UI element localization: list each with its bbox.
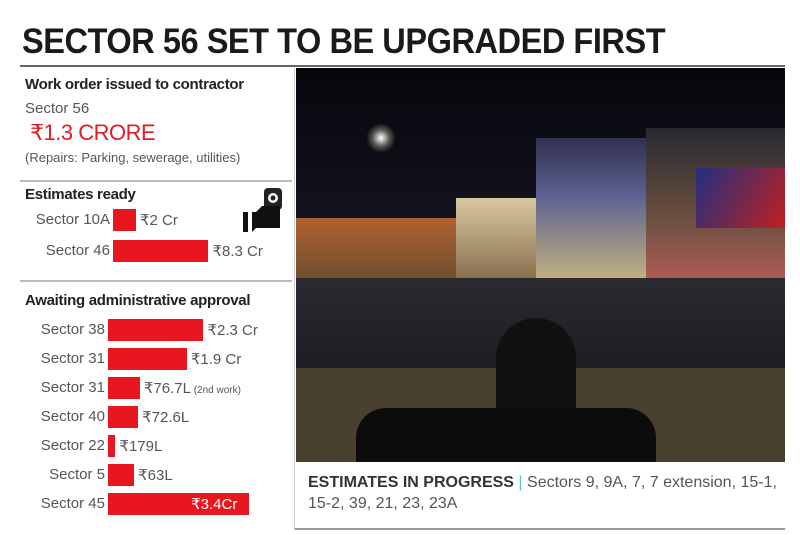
bottom-rule [295, 528, 785, 530]
divider [20, 180, 292, 182]
estimates-ready-heading: Estimates ready [25, 186, 136, 203]
bar-label: Sector 10A [35, 211, 110, 228]
bar-label: Sector 45 [40, 495, 105, 512]
bar-note: (2nd work) [190, 385, 241, 396]
footer-text: Sectors 9, 9A, 7, 7 extension, 15-1, 15-… [308, 474, 777, 512]
bar-value: ₹3.4Cr [191, 496, 238, 513]
bar [108, 348, 187, 370]
bar [108, 464, 135, 486]
bar-label: Sector 40 [40, 408, 105, 425]
headline: SECTOR 56 SET TO BE UPGRADED FIRST [22, 22, 666, 61]
work-order-heading: Work order issued to contractor [25, 76, 244, 93]
bar-label: Sector 22 [40, 437, 105, 454]
bar [108, 435, 116, 457]
estimates-in-progress: ESTIMATES IN PROGRESS | Sectors 9, 9A, 7… [308, 472, 778, 514]
top-rule [20, 65, 785, 67]
bar-value: ₹2.3 Cr [207, 322, 258, 339]
bar-label: Sector 31 [40, 350, 105, 367]
footer-label: ESTIMATES IN PROGRESS [308, 474, 514, 491]
work-order-amount: ₹1.3 CRORE [30, 120, 156, 145]
bar-value: ₹179L [119, 438, 163, 455]
bar-value: ₹72.6L [142, 409, 190, 426]
hand-holding-coin-icon [243, 188, 282, 232]
work-order-sector: Sector 56 [25, 100, 90, 117]
bar [108, 406, 139, 428]
bar-value: ₹63L [138, 467, 173, 484]
divider [20, 280, 292, 282]
bar-value: ₹8.3 Cr [212, 243, 263, 260]
market-night-photo [296, 68, 785, 462]
awaiting-heading: Awaiting administrative approval [25, 292, 251, 309]
bar-value: ₹1.9 Cr [190, 351, 242, 368]
bar-label: Sector 31 [40, 379, 105, 396]
bar [108, 319, 204, 341]
bar [108, 493, 250, 515]
bar-value: ₹2 Cr [140, 212, 178, 229]
bar-label: Sector 5 [49, 466, 105, 483]
bar-label: Sector 46 [45, 242, 110, 259]
bar [113, 240, 209, 262]
bar-value: ₹76.7L (2nd work) [143, 380, 241, 397]
bar [108, 377, 140, 399]
bar-label: Sector 38 [40, 321, 105, 338]
bar [113, 209, 136, 231]
panel-divider [294, 68, 295, 530]
work-order-note: (Repairs: Parking, sewerage, utilities) [25, 150, 241, 165]
footer-separator: | [518, 474, 523, 491]
left-panel: Work order issued to contractor Sector 5… [20, 68, 292, 530]
